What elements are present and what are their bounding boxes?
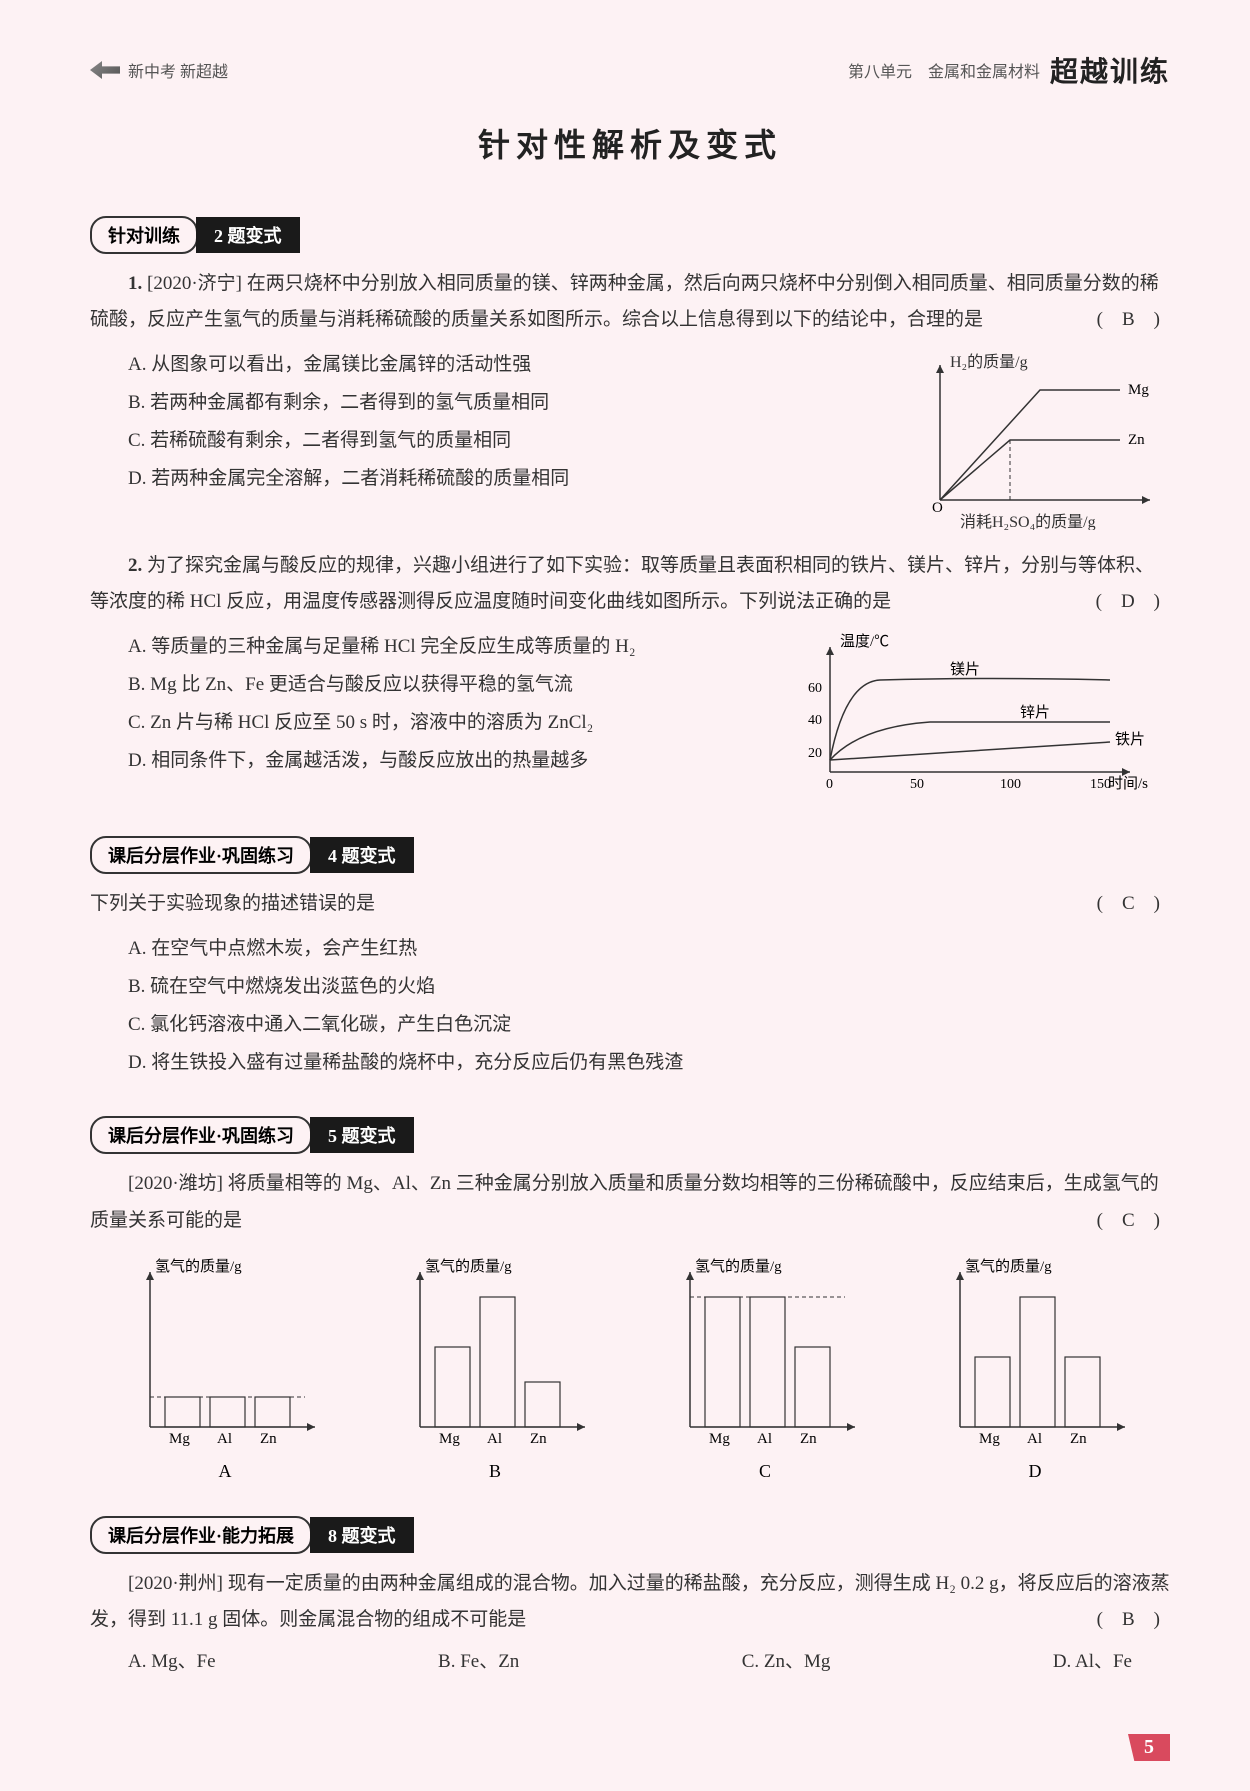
question-1: 1. [2020·济宁] 在两只烧杯中分别放入相同质量的镁、锌两种金属，然后向两… bbox=[90, 266, 1170, 338]
question-2-block: 2. 为了探究金属与酸反应的规律，兴趣小组进行了如下实验：取等质量且表面积相同的… bbox=[90, 548, 1170, 802]
page-header: 新中考 新超越 第八单元 金属和金属材料 超越训练 bbox=[90, 50, 1170, 90]
svg-text:锌片: 锌片 bbox=[1020, 704, 1050, 721]
svg-text:O: O bbox=[932, 500, 943, 516]
svg-text:Zn: Zn bbox=[1070, 1431, 1087, 1447]
svg-text:Al: Al bbox=[1027, 1431, 1042, 1447]
q1-text: 在两只烧杯中分别放入相同质量的镁、锌两种金属，然后向两只烧杯中分别倒入相同质量、… bbox=[90, 273, 1159, 330]
s2-options: A. 在空气中点燃木炭，会产生红热 B. 硫在空气中燃烧发出淡蓝色的火焰 C. … bbox=[90, 930, 1170, 1082]
header-left: 新中考 新超越 bbox=[90, 58, 228, 82]
section-2-header: 课后分层作业·巩固练习 4 题变式 bbox=[90, 836, 1170, 874]
s4-opt-d: D. Al、Fe bbox=[1053, 1646, 1132, 1673]
s4-answer: ( B ) bbox=[1059, 1602, 1160, 1638]
caption-d: D bbox=[925, 1461, 1145, 1482]
s2-opt-b: B. 硫在空气中燃烧发出淡蓝色的火焰 bbox=[128, 968, 1170, 1006]
s2-answer: ( C ) bbox=[1097, 886, 1160, 922]
section-1: 针对训练 2 题变式 1. [2020·济宁] 在两只烧杯中分别放入相同质量的镁… bbox=[90, 216, 1170, 802]
section-3: 课后分层作业·巩固练习 5 题变式 [2020·潍坊] 将质量相等的 Mg、Al… bbox=[90, 1116, 1170, 1481]
svg-text:Mg: Mg bbox=[439, 1431, 460, 1447]
barcharts-row: Mg Al Zn 氢气的质量/g A Mg bbox=[90, 1257, 1170, 1482]
q2-num: 2. bbox=[128, 555, 142, 576]
svg-text:氢气的质量/g: 氢气的质量/g bbox=[695, 1258, 782, 1275]
svg-text:Mg: Mg bbox=[169, 1431, 190, 1447]
badge-variant-5: 5 题变式 bbox=[310, 1117, 414, 1153]
badge-ability: 课后分层作业·能力拓展 bbox=[90, 1516, 312, 1554]
question-1-block: 1. [2020·济宁] 在两只烧杯中分别放入相同质量的镁、锌两种金属，然后向两… bbox=[90, 266, 1170, 530]
svg-text:Al: Al bbox=[217, 1431, 232, 1447]
s2-opt-a: A. 在空气中点燃木炭，会产生红热 bbox=[128, 930, 1170, 968]
q1-num: 1. bbox=[128, 273, 142, 294]
header-unit: 第八单元 金属和金属材料 bbox=[848, 58, 1040, 82]
svg-text:氢气的质量/g: 氢气的质量/g bbox=[965, 1258, 1052, 1275]
svg-text:Mg: Mg bbox=[979, 1431, 1000, 1447]
svg-text:40: 40 bbox=[808, 713, 822, 728]
badge-variant-4: 4 题变式 bbox=[310, 837, 414, 873]
s4-question: [2020·荆州] 现有一定质量的由两种金属组成的混合物。加入过量的稀盐酸，充分… bbox=[90, 1566, 1170, 1638]
q2-answer: ( D ) bbox=[1058, 584, 1160, 620]
svg-text:铁片: 铁片 bbox=[1115, 731, 1145, 748]
q2-text: 为了探究金属与酸反应的规律，兴趣小组进行了如下实验：取等质量且表面积相同的铁片、… bbox=[90, 555, 1154, 612]
svg-text:温度/℃: 温度/℃ bbox=[840, 633, 889, 650]
barchart-d: Mg Al Zn 氢气的质量/g D bbox=[925, 1257, 1145, 1482]
s4-opt-b: B. Fe、Zn bbox=[438, 1646, 519, 1673]
barchart-c: Mg Al Zn 氢气的质量/g C bbox=[655, 1257, 875, 1482]
badge-training: 针对训练 bbox=[90, 216, 198, 254]
svg-text:Zn: Zn bbox=[530, 1431, 547, 1447]
question-2: 2. 为了探究金属与酸反应的规律，兴趣小组进行了如下实验：取等质量且表面积相同的… bbox=[90, 548, 1170, 620]
svg-text:20: 20 bbox=[808, 746, 822, 761]
q1-answer: ( B ) bbox=[1059, 302, 1160, 338]
svg-text:Al: Al bbox=[487, 1431, 502, 1447]
header-right: 第八单元 金属和金属材料 超越训练 bbox=[848, 50, 1170, 90]
svg-text:Zn: Zn bbox=[800, 1431, 817, 1447]
svg-text:Zn: Zn bbox=[1128, 432, 1145, 448]
svg-text:60: 60 bbox=[808, 681, 822, 696]
s2-opt-c: C. 氯化钙溶液中通入二氧化碳，产生白色沉淀 bbox=[128, 1006, 1170, 1044]
badge-consolidate-2: 课后分层作业·巩固练习 bbox=[90, 1116, 312, 1154]
q1-source: [2020·济宁] bbox=[147, 273, 242, 294]
s3-question: [2020·潍坊] 将质量相等的 Mg、Al、Zn 三种金属分别放入质量和质量分… bbox=[90, 1166, 1170, 1238]
chart1-ylabel: H₂的质量/g bbox=[950, 348, 1028, 372]
svg-text:0: 0 bbox=[826, 777, 833, 792]
svg-text:Mg: Mg bbox=[709, 1431, 730, 1447]
header-left-text: 新中考 新超越 bbox=[128, 58, 228, 82]
badge-variant-2: 2 题变式 bbox=[196, 217, 300, 253]
chart-1: Mg Zn O H₂的质量/g 消耗H₂SO₄的质量/g bbox=[910, 350, 1170, 530]
s4-opt-a: A. Mg、Fe bbox=[128, 1646, 216, 1673]
svg-text:氢气的质量/g: 氢气的质量/g bbox=[155, 1258, 242, 1275]
badge-variant-8: 8 题变式 bbox=[310, 1517, 414, 1553]
s2-text: 下列关于实验现象的描述错误的是 bbox=[90, 893, 375, 914]
svg-text:氢气的质量/g: 氢气的质量/g bbox=[425, 1258, 512, 1275]
svg-text:Al: Al bbox=[757, 1431, 772, 1447]
section-1-header: 针对训练 2 题变式 bbox=[90, 216, 1170, 254]
caption-a: A bbox=[115, 1461, 335, 1482]
s3-source: [2020·潍坊] bbox=[128, 1173, 223, 1194]
section-2: 课后分层作业·巩固练习 4 题变式 下列关于实验现象的描述错误的是 ( C ) … bbox=[90, 836, 1170, 1082]
s4-source: [2020·荆州] bbox=[128, 1573, 223, 1594]
svg-text:时间/s: 时间/s bbox=[1108, 775, 1148, 792]
chart-2: 20 40 60 0 50 100 150 镁片 锌片 铁片 温度/℃ 时间/s bbox=[790, 632, 1170, 802]
svg-text:Zn: Zn bbox=[260, 1431, 277, 1447]
svg-text:镁片: 镁片 bbox=[950, 661, 980, 678]
svg-text:50: 50 bbox=[910, 777, 924, 792]
barchart-a: Mg Al Zn 氢气的质量/g A bbox=[115, 1257, 335, 1482]
s3-text: 将质量相等的 Mg、Al、Zn 三种金属分别放入质量和质量分数均相等的三份稀硫酸… bbox=[90, 1173, 1159, 1230]
chart1-xlabel: 消耗H₂SO₄的质量/g bbox=[960, 508, 1096, 530]
page-number: 5 bbox=[1128, 1734, 1170, 1761]
svg-text:100: 100 bbox=[1000, 777, 1021, 792]
s4-text: 现有一定质量的由两种金属组成的混合物。加入过量的稀盐酸，充分反应，测得生成 H₂… bbox=[90, 1573, 1170, 1630]
section-3-header: 课后分层作业·巩固练习 5 题变式 bbox=[90, 1116, 1170, 1154]
s4-options: A. Mg、Fe B. Fe、Zn C. Zn、Mg D. Al、Fe bbox=[90, 1646, 1170, 1673]
barchart-b: Mg Al Zn 氢气的质量/g B bbox=[385, 1257, 605, 1482]
header-logo: 超越训练 bbox=[1050, 50, 1170, 90]
s2-opt-d: D. 将生铁投入盛有过量稀盐酸的烧杯中，充分反应后仍有黑色残渣 bbox=[128, 1044, 1170, 1082]
section-4: 课后分层作业·能力拓展 8 题变式 [2020·荆州] 现有一定质量的由两种金属… bbox=[90, 1516, 1170, 1673]
page-title: 针对性解析及变式 bbox=[90, 120, 1170, 166]
caption-b: B bbox=[385, 1461, 605, 1482]
caption-c: C bbox=[655, 1461, 875, 1482]
s4-opt-c: C. Zn、Mg bbox=[742, 1646, 831, 1673]
svg-text:Mg: Mg bbox=[1128, 382, 1149, 398]
badge-consolidate: 课后分层作业·巩固练习 bbox=[90, 836, 312, 874]
s2-question: 下列关于实验现象的描述错误的是 ( C ) bbox=[90, 886, 1170, 922]
section-4-header: 课后分层作业·能力拓展 8 题变式 bbox=[90, 1516, 1170, 1554]
s3-answer: ( C ) bbox=[1059, 1203, 1160, 1239]
